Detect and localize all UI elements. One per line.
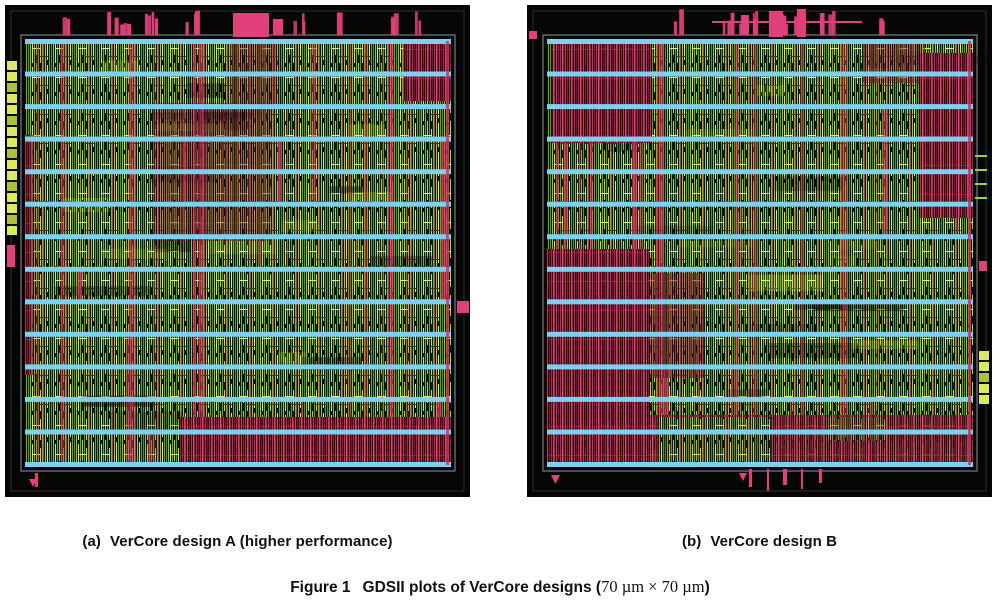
subcaption-a-text: VerCore design A (higher performance) xyxy=(109,533,393,550)
subcaption-b-text: VerCore design B xyxy=(710,533,838,550)
figure-caption-title: GDSII plots of VerCore designs ( xyxy=(362,579,602,596)
figure-caption: Figure 1 GDSII plots of VerCore designs (… xyxy=(0,577,1000,597)
subcaption-a-label: (a) xyxy=(82,533,101,550)
subcaption-b-label: (b) xyxy=(681,533,702,550)
figure-caption-dimensions: 70 µm × 70 µm xyxy=(601,577,705,596)
subcaption-design-a: (a) VerCore design A (higher performance) xyxy=(5,533,470,550)
gdsii-plot-design-b xyxy=(527,5,992,497)
gdsii-plot-design-a xyxy=(5,5,470,497)
subcaption-design-b: (b) VerCore design B xyxy=(527,533,992,550)
figure-caption-label: Figure 1 xyxy=(290,579,351,596)
figure-caption-suffix: ) xyxy=(704,579,710,596)
